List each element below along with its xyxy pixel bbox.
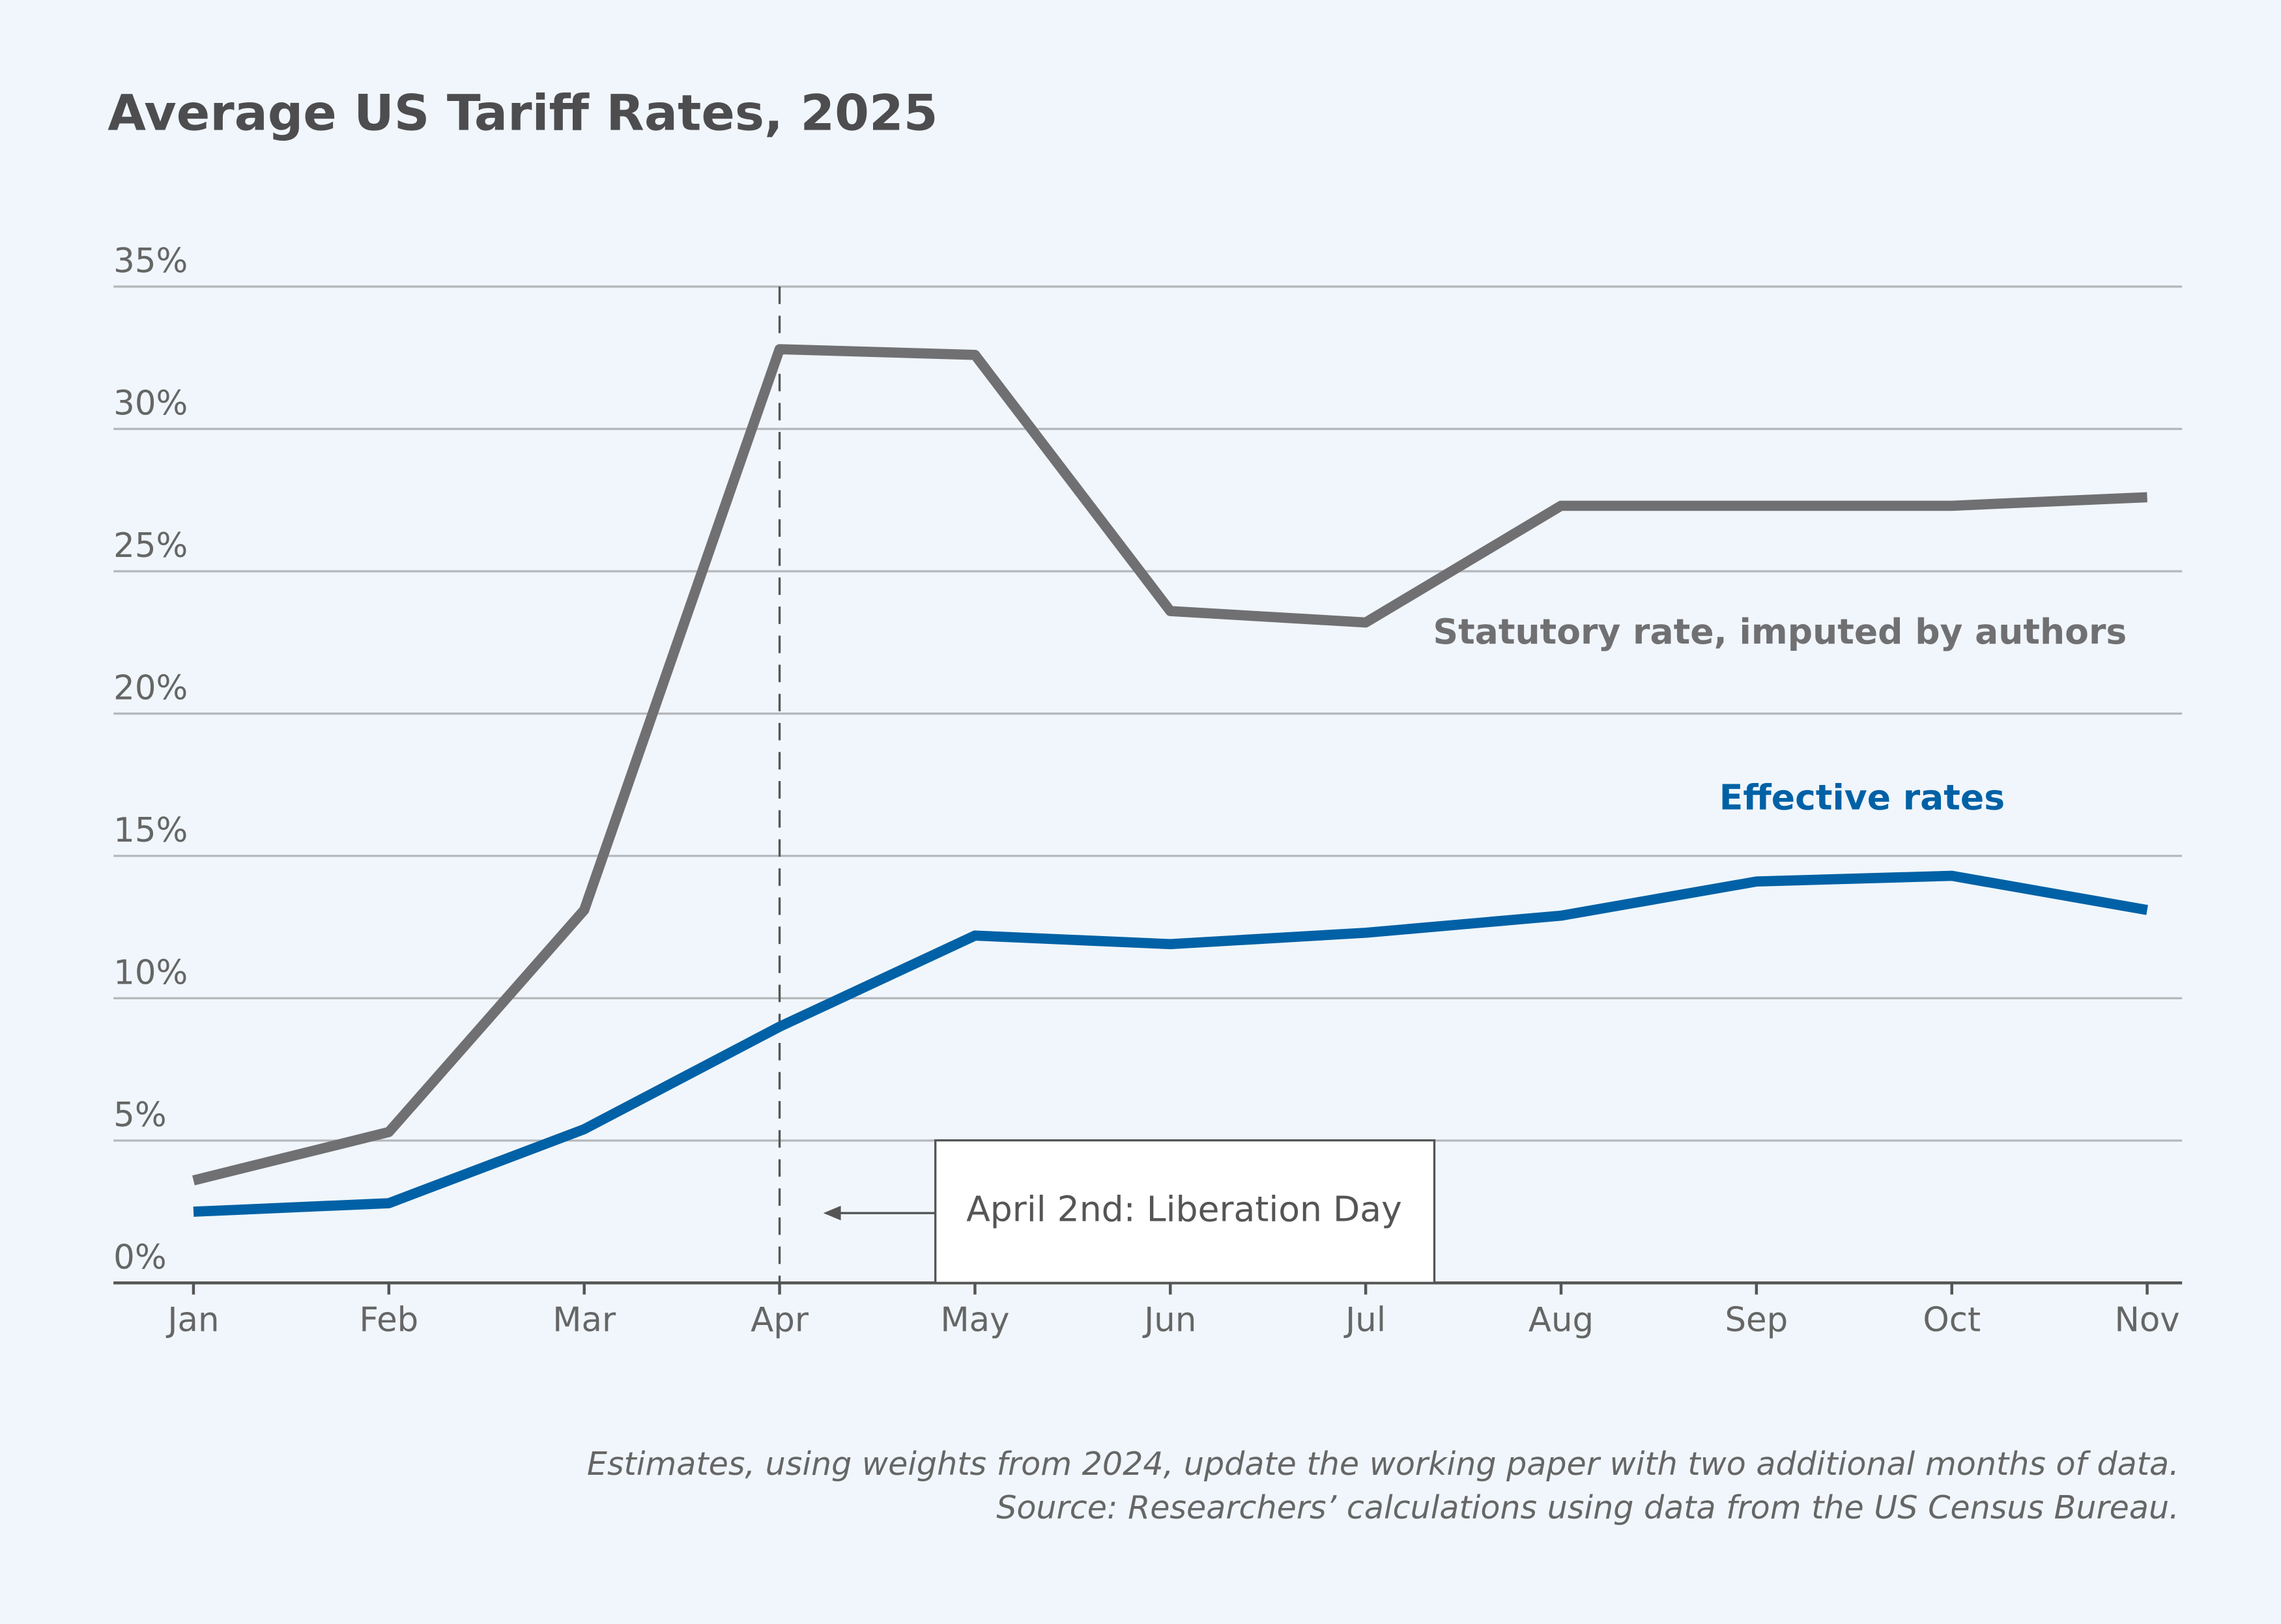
x-tick-label: Sep: [1725, 1301, 1788, 1340]
x-tick-label: Mar: [552, 1301, 616, 1340]
y-tick-label: 25%: [113, 526, 188, 565]
y-tick-label: 5%: [113, 1096, 166, 1135]
x-tick-label: Feb: [359, 1301, 418, 1340]
series-label: Statutory rate, imputed by authors: [1433, 611, 2127, 652]
x-tick-label: May: [940, 1301, 1009, 1340]
y-tick-label: 20%: [113, 669, 188, 708]
x-tick-label: Oct: [1923, 1301, 1981, 1340]
x-tick-label: Jan: [165, 1301, 219, 1340]
series-label: Effective rates: [1719, 777, 2005, 818]
y-tick-label: 0%: [113, 1238, 166, 1277]
note: Source: Researchers’ calculations using …: [996, 1489, 2179, 1526]
x-tick-label: Apr: [751, 1301, 809, 1340]
y-tick-label: 35%: [113, 242, 188, 281]
series-line: [193, 870, 2148, 1217]
annotation: April 2nd: Liberation Day: [966, 1189, 1402, 1230]
series-line: [192, 344, 2147, 1186]
x-tick-label: Aug: [1528, 1301, 1594, 1340]
x-tick-label: Jun: [1142, 1301, 1196, 1340]
x-tick-label: Jul: [1343, 1301, 1386, 1340]
y-tick-label: 15%: [113, 811, 188, 850]
y-tick-label: 10%: [113, 954, 188, 993]
x-tick-label: Nov: [2114, 1301, 2179, 1340]
note: Estimates, using weights from 2024, upda…: [587, 1445, 2179, 1483]
annotation-arrowhead: [823, 1206, 841, 1221]
annotation-box: [934, 1139, 1436, 1285]
y-tick-label: 30%: [113, 384, 188, 423]
chart-title: Average US Tariff Rates, 2025: [108, 85, 938, 142]
